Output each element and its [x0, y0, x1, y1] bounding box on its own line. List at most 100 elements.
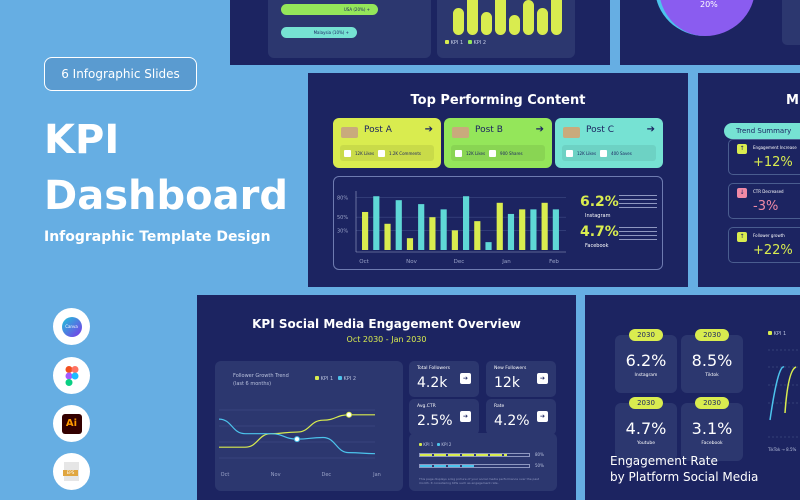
arrow-right-icon[interactable]: ➔ [535, 124, 544, 135]
kpi-label: Avg.CTR [417, 404, 436, 409]
legend-kpi1: KPI 1 [773, 331, 787, 337]
legend-kpi1: KPI 1 [320, 376, 334, 382]
progress-fill [420, 465, 475, 467]
platform-card: 2030 4.7% Youtube [615, 397, 677, 461]
slide-pie: 20% [620, 0, 800, 65]
country-bar-usa: USA (20%) + [281, 4, 378, 15]
slide-trend-summary: M Trend Summary ↑ Engagement Increase +1… [698, 73, 800, 287]
bar [463, 196, 470, 250]
slide-title-line2: by Platform Social Media [610, 470, 759, 484]
bar [384, 223, 391, 250]
kpi-value: 12k [494, 375, 520, 391]
kpi-card: New Followers 12k ➔ [486, 361, 556, 397]
country-panel: USA (20%) + Malaysia (10%) + [268, 0, 431, 58]
slide-title-line1: Engagement Rate [610, 454, 718, 468]
platform-name: Instagram [634, 373, 658, 378]
trend-label: Follower growth [753, 233, 785, 238]
y-tick-label: 80% [337, 196, 348, 202]
pill-bar [495, 0, 506, 35]
y-tick-label: 30% [337, 228, 348, 234]
year-badge: 2030 [629, 397, 663, 409]
kpi2-line [769, 366, 785, 421]
slide-engagement-by-platform: 2030 6.2% Instagram 2030 8.5% Tiktok 203… [585, 295, 800, 500]
kpi-card: Avg.CTR 2.5% ➔ [409, 399, 479, 435]
arrow-right-button[interactable]: ➔ [460, 411, 471, 422]
legend-kpi2: KPI 2 [473, 40, 487, 46]
slide-engagement-overview: KPI Social Media Engagement Overview Oct… [197, 295, 576, 500]
trend-item: ↓ CTR Decreased -3% [728, 183, 800, 219]
instagram-label: Instagram [585, 213, 611, 219]
post-card[interactable]: Post B ➔ 12K Likes 900 Shares [444, 118, 552, 168]
arrow-right-icon[interactable]: ➔ [646, 124, 655, 135]
description-text [619, 227, 657, 243]
x-tick-label: Dec [321, 472, 331, 478]
line-chart-title-2: (last 6 months) [233, 381, 272, 387]
bar [429, 217, 436, 250]
slide-top-performing-content: Top Performing Content Post A ➔ 12K Like… [308, 73, 688, 287]
series-line [219, 414, 375, 448]
year-badge: 2030 [629, 329, 663, 341]
x-tick-label: Oct [359, 259, 369, 265]
kpi-label: Total Followers [417, 366, 451, 371]
year-badge: 2030 [695, 329, 729, 341]
data-point [294, 436, 300, 443]
follower-growth-panel: Follower Growth Trend (last 6 months) KPI… [215, 361, 403, 491]
data-point [346, 411, 352, 418]
platform-card: 2030 3.1% Facebook [681, 397, 743, 461]
platform-name: Tiktok [705, 373, 719, 378]
platform-rate: 4.7% [625, 419, 667, 438]
pie-label: 20% [700, 0, 718, 9]
note-text: This page displays a big picture of your… [419, 477, 540, 485]
like-icon [344, 149, 351, 157]
pill-bar [551, 0, 562, 35]
platform-rate: 8.5% [691, 351, 733, 370]
progress-label: 50% [535, 463, 544, 468]
x-tick-label: Oct [221, 472, 230, 478]
bar-chart: 30% 50% 80% Oct Nov Dec Jan Feb [337, 191, 566, 265]
platform-card: 2030 6.2% Instagram [615, 329, 677, 393]
post-stat-secondary: 400 Saves [611, 150, 632, 156]
like-icon [566, 149, 573, 157]
post-card[interactable]: Post C ➔ 12K Likes 400 Saves [555, 118, 663, 168]
arrow-right-button[interactable]: ➔ [537, 411, 548, 422]
slide-title: M [786, 93, 799, 108]
bar [451, 230, 458, 250]
facebook-rate: 4.7% [580, 224, 619, 240]
illustrator-icon: Ai [53, 405, 90, 442]
trend-item: ↑ Engagement Increase +12% [728, 139, 800, 175]
arrow-right-icon[interactable]: ➔ [424, 124, 433, 135]
facebook-label: Facebook [585, 243, 609, 249]
line-chart-title-1: Follower Growth Trend [233, 373, 289, 379]
bar [474, 221, 481, 250]
eps-file-icon: EPS [53, 453, 90, 490]
post-thumbnail [341, 127, 358, 138]
platform-rate: 3.1% [691, 419, 733, 438]
side-panel [782, 0, 800, 45]
x-tick-label: Nov [271, 472, 281, 478]
platform-name: Facebook [701, 441, 723, 446]
year-badge: 2030 [695, 397, 729, 409]
kpi1-line [784, 366, 797, 414]
hero-title: KPI Dashboard [44, 112, 288, 224]
bar [418, 204, 425, 250]
illustrator-label: Ai [61, 413, 82, 434]
canva-icon: Canva [53, 308, 90, 345]
line-chart: Oct Nov Dec Jan [218, 409, 381, 478]
legend-kpi2: KPI 2 [441, 442, 452, 447]
arrow-right-button[interactable]: ➔ [460, 373, 471, 384]
progress-fill [420, 454, 508, 456]
kpi-label: Rate [494, 404, 505, 409]
x-tick-label: Nov [406, 259, 417, 265]
post-stat-secondary: 900 Shares [500, 150, 523, 156]
post-thumbnail [563, 127, 580, 138]
hero-subtitle: Infographic Template Design [44, 229, 271, 245]
post-card[interactable]: Post A ➔ 12K Likes 1.2K Comments [333, 118, 441, 168]
post-stat-secondary: 1.2K Comments [389, 150, 421, 156]
bar [552, 209, 559, 250]
slide-title: Engagement Rate by Platform Social Media [610, 453, 758, 485]
kpi-card: Total Followers 4.2k ➔ [409, 361, 479, 397]
kpi-value: 2.5% [417, 413, 453, 429]
post-stat-likes: 12K Likes [355, 150, 375, 156]
arrow-right-button[interactable]: ➔ [537, 373, 548, 384]
post-stat-likes: 12K Likes [466, 150, 486, 156]
